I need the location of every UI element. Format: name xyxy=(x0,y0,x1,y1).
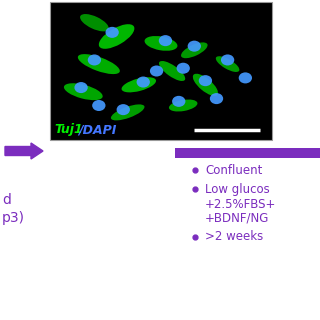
Ellipse shape xyxy=(116,104,130,115)
Ellipse shape xyxy=(80,14,109,31)
Text: p3): p3) xyxy=(2,211,25,225)
Ellipse shape xyxy=(145,36,178,51)
Bar xyxy=(50,2,272,140)
Ellipse shape xyxy=(199,75,212,86)
Text: Confluent: Confluent xyxy=(205,164,262,177)
Ellipse shape xyxy=(216,56,239,72)
Ellipse shape xyxy=(159,35,172,46)
Ellipse shape xyxy=(239,72,252,84)
FancyArrow shape xyxy=(5,143,43,159)
Text: /DAPI: /DAPI xyxy=(78,124,116,137)
Bar xyxy=(175,148,320,158)
Ellipse shape xyxy=(88,54,101,66)
Ellipse shape xyxy=(150,66,163,76)
Text: Tuj1: Tuj1 xyxy=(54,124,83,137)
Ellipse shape xyxy=(169,100,197,111)
Ellipse shape xyxy=(99,24,134,49)
Text: >2 weeks: >2 weeks xyxy=(205,230,263,244)
Ellipse shape xyxy=(92,100,106,111)
Ellipse shape xyxy=(177,63,190,74)
Ellipse shape xyxy=(159,61,185,81)
Text: d: d xyxy=(2,193,11,207)
Ellipse shape xyxy=(122,77,156,92)
Ellipse shape xyxy=(78,54,120,74)
Text: +BDNF/NG: +BDNF/NG xyxy=(205,212,269,225)
Ellipse shape xyxy=(188,41,201,52)
Ellipse shape xyxy=(210,93,223,104)
Ellipse shape xyxy=(221,54,234,66)
Ellipse shape xyxy=(137,76,150,88)
Ellipse shape xyxy=(75,82,88,93)
Text: Low glucos: Low glucos xyxy=(205,182,270,196)
Ellipse shape xyxy=(181,43,208,58)
Ellipse shape xyxy=(193,74,218,96)
Ellipse shape xyxy=(111,104,145,120)
Text: +2.5%FBS+: +2.5%FBS+ xyxy=(205,197,276,211)
Ellipse shape xyxy=(64,83,103,100)
Ellipse shape xyxy=(106,27,119,38)
Ellipse shape xyxy=(172,96,185,107)
